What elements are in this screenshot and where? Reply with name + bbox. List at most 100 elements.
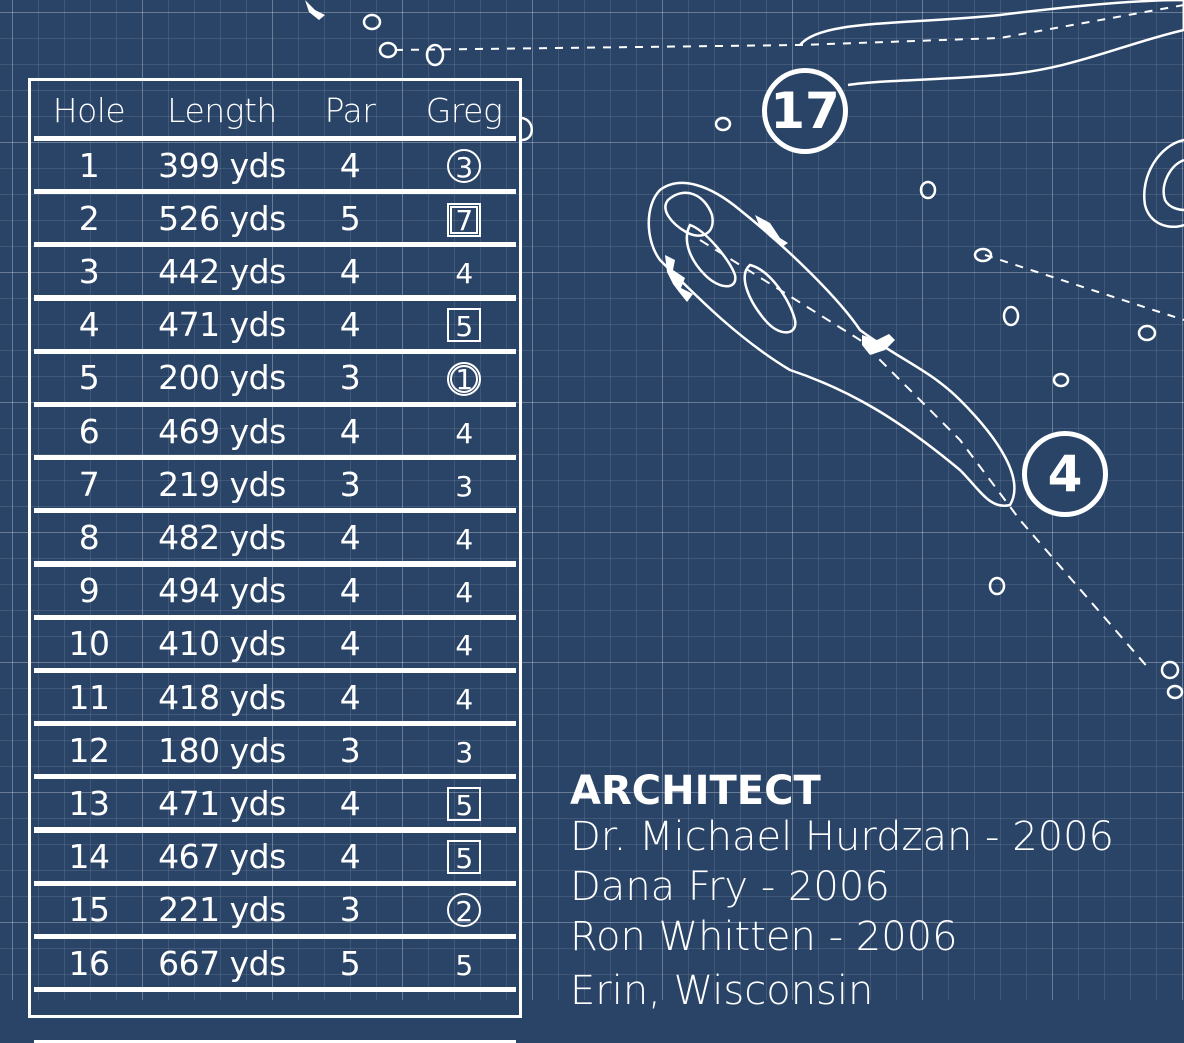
architect-title: ARCHITECT [570,768,821,814]
hole-par: 3 [339,890,361,930]
hole-par: 5 [339,198,361,238]
table-row: 16 667 yds 5 5 [34,936,516,990]
hole-par: 4 [339,624,361,664]
hole-length: 471 yds [158,305,286,345]
architect-line: Dr. Michael Hurdzan - 2006 [570,814,1115,860]
score: 2 [447,893,481,928]
score: 3 [455,735,473,769]
hole-par: 3 [339,730,361,770]
architect-line: Ron Whitten - 2006 [570,914,958,960]
hole-number: 14 [68,837,111,877]
fairway-4 [647,181,1016,508]
hole-par: 4 [339,783,361,823]
score: 5 [447,840,481,875]
hole-par: 4 [339,251,361,291]
score: 4 [455,416,473,450]
table-row: 4 471 yds 4 5 [34,297,516,352]
hole-number: 13 [68,783,111,823]
header-length: Length [167,90,277,130]
hole-length: 418 yds [158,677,286,717]
table-row: 5 200 yds 3 1 [34,350,516,405]
hole-length: 467 yds [158,837,286,877]
hole-17-marker: 17 [762,68,848,154]
tee-line-right [984,254,1184,321]
hole-number: 2 [78,198,100,238]
table-row: 14 467 yds 4 5 [34,829,516,884]
hole-number: 10 [68,624,111,664]
architect-line: Dana Fry - 2006 [570,864,890,910]
hole-number: 12 [68,730,111,770]
hole-length: 399 yds [158,145,286,185]
hole-length: 410 yds [158,624,286,664]
score: 5 [447,308,481,343]
hole-number: 1 [78,145,100,185]
hole-par: 4 [339,145,361,185]
table-row [34,989,516,1043]
hole-par: 4 [339,571,361,611]
green-4 [664,191,714,237]
table-row: 1 399 yds 4 3 [34,138,516,192]
score: 7 [447,202,481,237]
table-row: 9 494 yds 4 4 [34,563,516,618]
hole-length: 221 yds [158,890,286,930]
green-right [1142,138,1184,229]
hole-par: 5 [339,943,361,983]
header-greg: Greg [425,90,503,130]
hole-par: 4 [339,305,361,345]
header-hole: Hole [52,90,126,130]
hole-length: 219 yds [158,464,286,504]
header-par: Par [324,90,376,130]
bunkers [305,0,895,355]
scorecard-table: Hole Length Par Greg 1 399 yds 4 3 2 526 yds 5… [28,78,522,1043]
hole-length: 494 yds [158,571,286,611]
hole-par: 3 [339,464,361,504]
score: 1 [447,362,481,397]
hole-number: 16 [68,943,111,983]
hole-length: 471 yds [158,783,286,823]
hole-length: 469 yds [158,411,286,451]
score: 4 [455,629,473,663]
table-header: Hole Length Par Greg [34,84,516,141]
hole-number: 7 [78,464,100,504]
hole-number: 11 [68,677,111,717]
score: 4 [455,576,473,610]
table-row: 6 469 yds 4 4 [34,404,516,458]
hole-par: 3 [339,358,361,398]
table-row: 7 219 yds 3 3 [34,457,516,512]
hole-number: 5 [78,358,100,398]
score: 5 [447,786,481,822]
table-row: 12 180 yds 3 3 [34,723,516,778]
score: 3 [455,469,473,503]
tee-line-17 [394,4,1184,51]
hole-number: 6 [78,411,100,451]
score: 4 [455,682,473,716]
hole-number: 8 [78,517,100,557]
score: 4 [455,522,473,556]
table-row: 3 442 yds 4 4 [34,244,516,299]
table-row: 11 418 yds 4 4 [34,670,516,724]
score: 4 [455,256,473,290]
fairway-17 [799,0,1184,87]
hole-number: 4 [78,305,100,345]
hole-4-marker: 4 [1022,431,1108,517]
score: 3 [447,148,481,184]
hole-length: 442 yds [158,251,286,291]
hole-length: 180 yds [158,730,286,770]
course-location: Erin, Wisconsin [570,968,874,1014]
hole-number: 3 [78,251,100,291]
score: 5 [455,948,473,982]
table-row: 10 410 yds 4 4 [34,616,516,671]
table-row: 8 482 yds 4 4 [34,510,516,565]
hole-length: 667 yds [158,943,286,983]
hole-length: 526 yds [158,198,286,238]
hole-number: 15 [68,890,111,930]
blueprint-grid [0,0,1184,1000]
hole-par: 4 [339,837,361,877]
course-map [305,0,1184,700]
hole-par: 4 [339,517,361,557]
hole-par: 4 [339,677,361,717]
hole-par: 4 [339,411,361,451]
hole-length: 200 yds [158,358,286,398]
table-row: 15 221 yds 3 2 [34,882,516,937]
table-row: 13 471 yds 4 5 [34,776,516,831]
